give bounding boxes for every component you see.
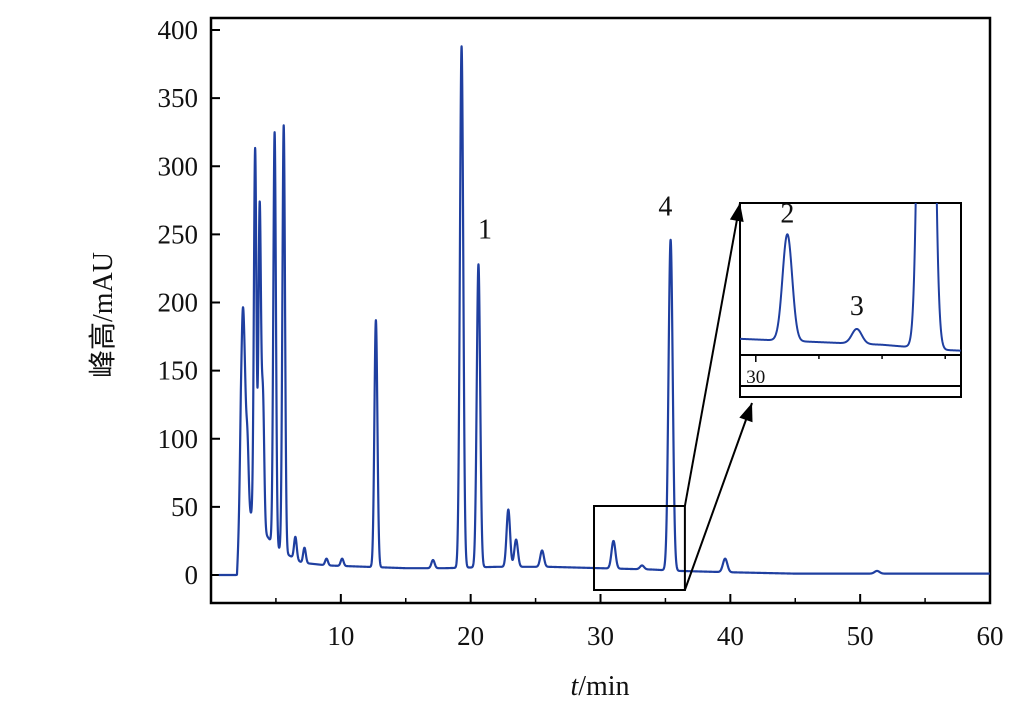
x-tick-label: 40 <box>717 621 744 651</box>
x-axis-title: t/min <box>570 671 629 702</box>
axes: 10 20 30 40 50 60 0 50 100 150 200 250 300 350 400 <box>158 15 1004 651</box>
zoom-inset: 30 2 3 <box>593 198 962 591</box>
zoom-arrow-bottom <box>683 402 753 591</box>
annotations: 14 <box>478 191 672 245</box>
inset-peak-label: 2 <box>780 198 794 229</box>
x-tick-label: 30 <box>587 621 614 651</box>
y-tick-label: 400 <box>158 15 199 45</box>
y-tick-label: 300 <box>158 151 199 181</box>
x-tick-label: 50 <box>847 621 874 651</box>
x-axis-title-unit: /min <box>578 671 629 702</box>
trace-layer <box>217 45 991 577</box>
x-tick-label: 10 <box>327 621 354 651</box>
inset-peak-label: 3 <box>850 291 864 322</box>
y-tick-label: 100 <box>158 424 199 454</box>
y-tick-label: 250 <box>158 219 199 249</box>
zoom-arrow-bottom-head <box>739 403 753 423</box>
x-tick-label: 60 <box>977 621 1004 651</box>
inset-axis-box <box>739 354 962 398</box>
x-tick-label: 20 <box>457 621 484 651</box>
y-tick-label: 150 <box>158 356 199 386</box>
y-axis-title: 峰高/mAU <box>87 252 119 378</box>
trace-line <box>217 45 991 577</box>
x-axis-title-var: t <box>570 671 579 702</box>
inset-tick-label: 30 <box>746 367 765 388</box>
zoom-arrow-top <box>683 202 741 507</box>
inset-trace-line <box>740 203 961 352</box>
zoom-region-box <box>593 505 686 591</box>
y-tick-label: 0 <box>185 560 199 590</box>
inset-frame <box>739 202 962 356</box>
y-tick-label: 200 <box>158 288 199 318</box>
peak-label: 1 <box>478 214 492 245</box>
y-tick-label: 50 <box>171 492 198 522</box>
zoom-arrow-top-head <box>729 203 744 222</box>
peak-label: 4 <box>658 191 672 222</box>
y-tick-label: 350 <box>158 83 199 113</box>
